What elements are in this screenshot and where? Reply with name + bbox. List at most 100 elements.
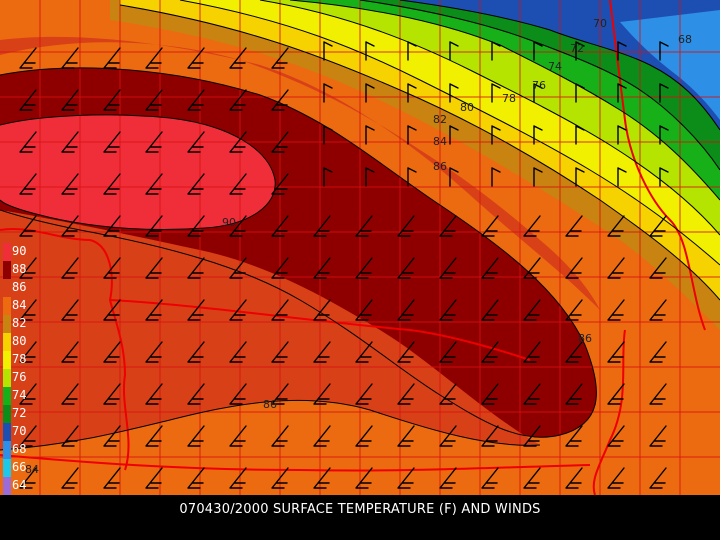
contour-label: 74: [548, 60, 562, 73]
wind-barb: [145, 131, 163, 153]
wind-barb: [103, 215, 121, 237]
legend-swatch: [3, 441, 11, 459]
contour-label: 70: [593, 17, 607, 30]
wind-barb: [649, 425, 667, 447]
contour-label: 86: [578, 332, 592, 345]
wind-barb: [491, 83, 501, 103]
wind-barb: [397, 425, 415, 447]
wind-barb: [397, 215, 415, 237]
wind-barb: [523, 383, 541, 405]
wind-barb: [145, 47, 163, 69]
wind-barb: [145, 215, 163, 237]
wind-barb: [61, 383, 79, 405]
wind-barb: [229, 383, 247, 405]
wind-barb: [649, 383, 667, 405]
legend-swatch: [3, 351, 11, 369]
wind-barb: [449, 41, 459, 61]
wind-barb: [19, 89, 37, 111]
wind-barb: [271, 467, 289, 489]
wind-barb: [19, 299, 37, 321]
wind-barb: [187, 173, 205, 195]
wind-barb: [19, 215, 37, 237]
legend-entry: 82: [3, 315, 43, 333]
wind-barb: [145, 341, 163, 363]
wind-barb: [313, 425, 331, 447]
wind-barb: [187, 257, 205, 279]
wind-barb: [607, 215, 625, 237]
contour-label: 72: [570, 42, 584, 55]
wind-barb: [187, 341, 205, 363]
wind-barb: [323, 83, 333, 103]
wind-barb: [313, 215, 331, 237]
legend-label: 76: [12, 370, 27, 384]
wind-barb: [439, 257, 457, 279]
wind-barb: [491, 41, 501, 61]
contour-label: 90: [222, 216, 236, 229]
wind-barb: [271, 341, 289, 363]
wind-barb: [313, 341, 331, 363]
wind-barb: [439, 299, 457, 321]
wind-barb: [19, 131, 37, 153]
wind-barb: [617, 125, 627, 145]
wind-barb: [523, 215, 541, 237]
wind-barb: [355, 299, 373, 321]
wind-barb: [533, 83, 543, 103]
wind-barb: [565, 425, 583, 447]
wind-barb: [229, 425, 247, 447]
wind-barb: [659, 167, 669, 187]
legend-swatch: [3, 477, 11, 495]
wind-barb: [19, 383, 37, 405]
wind-barb: [313, 299, 331, 321]
wind-barb: [617, 83, 627, 103]
wind-barb: [523, 425, 541, 447]
wind-barb: [187, 47, 205, 69]
wind-barb: [271, 215, 289, 237]
wind-barb: [439, 383, 457, 405]
legend-swatch: [3, 297, 11, 315]
wind-barb: [103, 467, 121, 489]
contour-label: 86: [263, 398, 277, 411]
wind-barb: [271, 47, 289, 69]
wind-barb: [607, 257, 625, 279]
wind-barb: [145, 383, 163, 405]
contour-label: 86: [433, 160, 447, 173]
wind-barb: [323, 125, 333, 145]
legend-swatch: [3, 261, 11, 279]
wind-barb: [61, 341, 79, 363]
wind-barb: [481, 383, 499, 405]
wind-barb: [61, 257, 79, 279]
legend-entry: 90: [3, 243, 43, 261]
wind-barb: [491, 167, 501, 187]
wind-barb: [313, 257, 331, 279]
wind-barb: [229, 89, 247, 111]
wind-barbs: [19, 41, 669, 489]
legend-entry: 70: [3, 423, 43, 441]
wind-barb: [187, 425, 205, 447]
wind-barb: [481, 257, 499, 279]
wind-barb: [649, 467, 667, 489]
wind-barb: [61, 173, 79, 195]
legend-swatch: [3, 333, 11, 351]
wind-barb: [533, 41, 543, 61]
legend-entry: 74: [3, 387, 43, 405]
wind-barb: [565, 467, 583, 489]
wind-barb: [229, 215, 247, 237]
wind-barb: [439, 215, 457, 237]
wind-barb: [229, 467, 247, 489]
wind-barb: [481, 299, 499, 321]
wind-barb: [229, 131, 247, 153]
legend-entry: 84: [3, 297, 43, 315]
wind-barb: [187, 131, 205, 153]
wind-barb: [649, 257, 667, 279]
wind-barb: [61, 467, 79, 489]
legend-swatch: [3, 315, 11, 333]
wind-barb: [355, 257, 373, 279]
wind-barb: [649, 341, 667, 363]
wind-barb: [617, 41, 627, 61]
wind-barb: [229, 341, 247, 363]
wind-barb: [229, 173, 247, 195]
wind-barb: [103, 47, 121, 69]
wind-barb: [575, 41, 585, 61]
legend-label: 80: [12, 334, 27, 348]
wind-barb: [61, 215, 79, 237]
